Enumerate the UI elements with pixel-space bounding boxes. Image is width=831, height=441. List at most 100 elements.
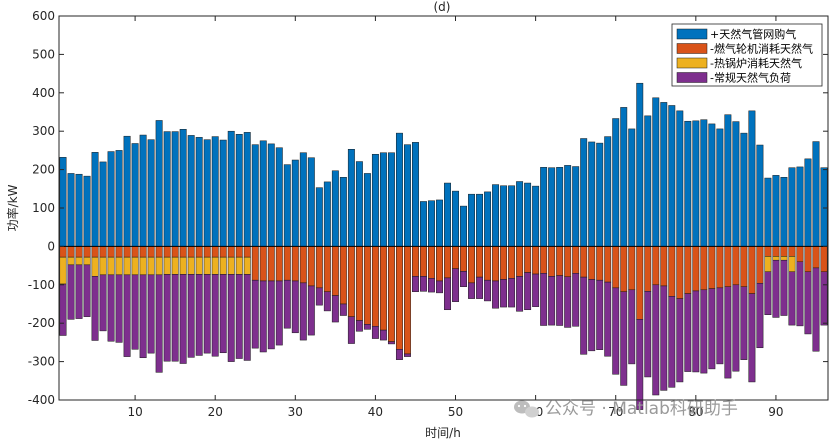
bar-series4-t93 [796,261,804,327]
bar-series4-t18 [195,274,203,356]
bar-series1-t32 [307,157,315,247]
y-tick-label: 500 [32,47,55,61]
bar-series1-t39 [363,173,371,247]
bar-series4-t39 [363,324,371,330]
bar-series1-t77 [668,105,676,247]
bar-series1-t18 [195,137,203,247]
bar-series4-t86 [740,286,748,360]
bar-series1-t41 [379,152,387,247]
y-tick-label: -400 [28,393,55,407]
bar-series3-t23 [235,256,243,275]
bar-series4-t71 [620,291,628,386]
bar-series1-t5 [91,152,99,247]
bar-series1-t59 [524,182,532,247]
bar-series1-t71 [620,107,628,247]
y-tick-label: 400 [32,86,55,100]
bar-series1-t20 [211,136,219,247]
bar-series2-t86 [740,246,748,287]
legend: +天然气管网购气-燃气轮机消耗天然气-热锅炉消耗天然气-常规天然气负荷 [671,23,823,87]
bar-series4-t74 [644,291,652,378]
bar-series2-t49 [444,246,451,279]
bar-series2-t82 [708,246,716,289]
bar-series1-t68 [596,142,604,247]
bar-series1-t84 [724,114,732,247]
bar-series2-t51 [460,246,467,272]
bar-series1-t1 [59,157,67,247]
bar-series2-t81 [700,246,708,291]
bar-series3-t8 [115,256,123,276]
bar-series2-t96 [820,246,828,272]
bar-series4-t5 [91,276,99,341]
bar-series2-t41 [379,246,387,331]
bar-series4-t67 [588,279,596,352]
bar-series2-t10 [131,246,139,258]
bar-series2-t40 [371,246,379,327]
bar-series1-t94 [804,158,812,247]
legend-label: -热锅炉消耗天然气 [710,56,802,70]
bar-series1-t76 [660,102,668,247]
bar-series1-t8 [115,150,123,247]
bar-series1-t27 [267,143,275,247]
bar-series4-t91 [780,259,788,316]
bar-series2-t9 [123,246,131,258]
bar-series1-t23 [235,134,243,247]
bar-series2-t7 [107,246,115,258]
bar-series4-t61 [540,273,548,326]
bar-series4-t16 [179,274,187,364]
bar-series4-t85 [732,284,740,372]
x-tick-label: 10 [127,405,142,419]
bar-series1-t58 [516,181,524,247]
bar-series1-t79 [684,120,692,247]
legend-label: -常规天然气负荷 [710,71,791,85]
bar-series1-t35 [331,170,339,247]
bar-series1-t65 [572,166,580,247]
bar-series4-t95 [812,267,820,352]
bar-series1-t15 [171,131,179,247]
bar-series2-t37 [347,246,355,317]
bar-series4-t4 [83,264,91,317]
bar-series4-t6 [99,274,107,332]
bar-series4-t78 [676,298,684,383]
bar-series1-t95 [812,141,820,247]
bar-series2-t61 [540,246,548,274]
bar-series4-t8 [115,274,123,343]
legend-label: -燃气轮机消耗天然气 [710,42,813,56]
bar-series2-t43 [395,246,403,350]
bar-series3-t2 [67,256,75,266]
bar-series1-t17 [187,135,195,247]
bar-series1-t73 [636,82,644,247]
bar-series4-t80 [692,290,700,373]
bar-series4-t54 [484,279,492,302]
bar-series1-t45 [412,142,419,247]
bar-series4-t1 [59,283,67,336]
bar-series4-t72 [628,289,636,365]
bar-series2-t93 [796,246,804,263]
x-tick-label: 70 [608,405,623,419]
y-axis-label: 功率/kW [5,184,20,231]
bar-series1-t12 [147,139,155,247]
bar-series1-t66 [580,138,588,247]
bar-series4-t36 [339,303,347,316]
bar-series1-t54 [484,191,492,247]
legend-swatch [676,57,708,69]
bar-series2-t80 [692,246,700,292]
bar-series2-t46 [420,246,427,277]
bar-series4-t41 [379,329,387,341]
bar-series1-t93 [796,166,804,247]
bar-series3-t17 [187,256,195,275]
bar-series2-t2 [67,246,75,258]
bar-series4-t49 [444,277,451,311]
bar-series3-t20 [211,256,219,275]
y-tick-label: -100 [28,278,55,292]
bar-series1-t55 [492,184,500,247]
bar-series1-t9 [123,135,131,247]
bar-series2-t87 [748,246,756,294]
bar-series4-t15 [171,274,179,362]
bar-series1-t42 [387,152,395,247]
watermark-text: 公众号 · Matlab科研助手 [545,399,738,419]
bar-series2-t55 [492,246,500,282]
bar-series2-t21 [219,246,227,258]
bar-series3-t91 [780,256,788,261]
bar-series1-t37 [347,149,355,247]
bar-series2-t68 [596,246,604,281]
